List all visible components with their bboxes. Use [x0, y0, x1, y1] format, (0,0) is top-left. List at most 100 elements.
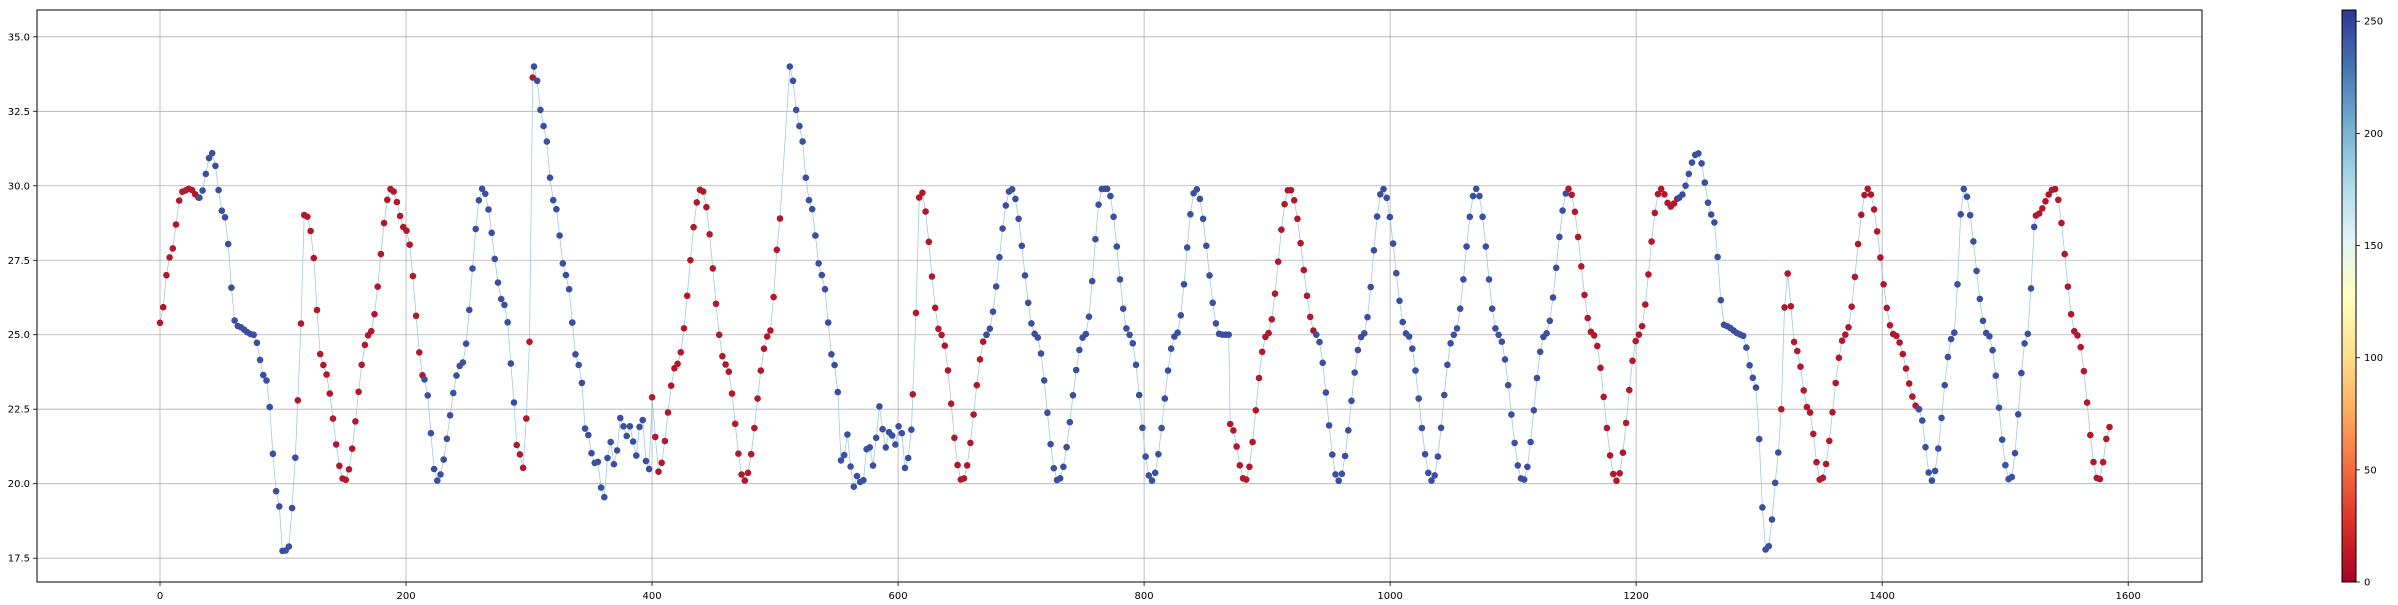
data-point [1409, 345, 1416, 353]
data-point [1212, 320, 1220, 327]
data-point [374, 283, 382, 291]
data-point [652, 433, 659, 441]
data-point [1132, 361, 1140, 369]
data-point [687, 256, 694, 264]
data-point [1781, 304, 1788, 311]
data-point [1622, 419, 1630, 427]
data-point [549, 196, 557, 204]
data-point [1066, 418, 1074, 426]
data-point [1319, 359, 1326, 367]
data-point [526, 338, 533, 346]
data-point [1893, 332, 1900, 340]
data-point [276, 503, 283, 510]
data-point [1495, 331, 1502, 339]
data-point [1938, 414, 1945, 422]
data-point [421, 376, 428, 383]
data-point [992, 283, 1000, 290]
data-point [1332, 471, 1339, 478]
data-point [530, 63, 538, 70]
data-point [1559, 207, 1566, 214]
data-point [821, 285, 829, 293]
data-point [1126, 331, 1133, 339]
data-point [585, 431, 592, 439]
data-point [601, 493, 608, 501]
data-point [469, 265, 476, 272]
data-point [2002, 461, 2009, 469]
data-point [1527, 438, 1534, 446]
data-point [866, 444, 874, 451]
data-point [329, 415, 337, 422]
data-point [1755, 435, 1763, 443]
data-point [1482, 243, 1490, 250]
data-point [1389, 240, 1397, 247]
data-point [1274, 258, 1282, 266]
data-point [954, 461, 961, 469]
data-point [812, 232, 819, 239]
data-point [1155, 450, 1162, 458]
data-point [2018, 369, 2025, 377]
data-point [288, 504, 296, 512]
data-point [1632, 337, 1639, 345]
data-point [2058, 219, 2065, 227]
data-point [872, 434, 880, 442]
data-point [559, 260, 567, 267]
data-point [208, 149, 216, 157]
data-point [1746, 362, 1753, 369]
data-point [1056, 475, 1064, 482]
data-point [1024, 299, 1032, 307]
data-point [1909, 393, 1916, 400]
plot-frame [36, 9, 2203, 583]
data-point [1303, 292, 1311, 300]
data-point [617, 414, 624, 422]
data-point [1536, 348, 1544, 356]
data-point [986, 325, 994, 333]
data-point [393, 198, 401, 206]
data-point [462, 340, 470, 348]
data-point [1396, 297, 1403, 305]
data-point [1476, 192, 1483, 200]
data-point [2087, 431, 2094, 439]
data-point [1441, 391, 1448, 399]
data-point [1110, 213, 1117, 221]
data-point [1995, 404, 2003, 412]
data-point [1717, 296, 1725, 304]
data-point [636, 423, 643, 431]
data-point [1063, 443, 1070, 451]
y-axis-ticks: 17.5 20.0 22.5 25.0 27.5 30.0 32.5 35.0 [8, 32, 37, 565]
data-point [1790, 338, 1798, 346]
data-point [2067, 310, 2075, 318]
data-point [1142, 453, 1149, 460]
data-point [1380, 185, 1387, 193]
data-point [1979, 317, 1987, 325]
data-point [639, 416, 646, 424]
data-point [1549, 294, 1557, 301]
colorbar [2341, 9, 2357, 583]
data-point [931, 304, 939, 312]
scatter-points [156, 63, 2113, 555]
data-point [1313, 331, 1320, 339]
data-point [1230, 427, 1237, 434]
data-point [1412, 367, 1419, 374]
data-point [380, 219, 388, 227]
data-point [876, 403, 883, 410]
data-point [1508, 411, 1515, 418]
data-point [272, 487, 280, 495]
data-point [802, 174, 810, 181]
data-point [1161, 395, 1169, 402]
data-point [430, 465, 438, 473]
data-point [1180, 281, 1188, 288]
data-point [250, 331, 257, 339]
data-point [1657, 185, 1665, 193]
data-point [1092, 235, 1099, 243]
data-point [1444, 361, 1451, 369]
data-point [2024, 330, 2032, 338]
data-point [1233, 443, 1240, 450]
data-point [629, 438, 637, 445]
data-point [1759, 504, 1766, 511]
data-point [575, 361, 582, 369]
data-point [1514, 462, 1522, 469]
data-point [1258, 348, 1266, 356]
data-point [1698, 160, 1705, 167]
colorbar-ticks: 0 50 100 150 200 250 [2356, 17, 2383, 589]
